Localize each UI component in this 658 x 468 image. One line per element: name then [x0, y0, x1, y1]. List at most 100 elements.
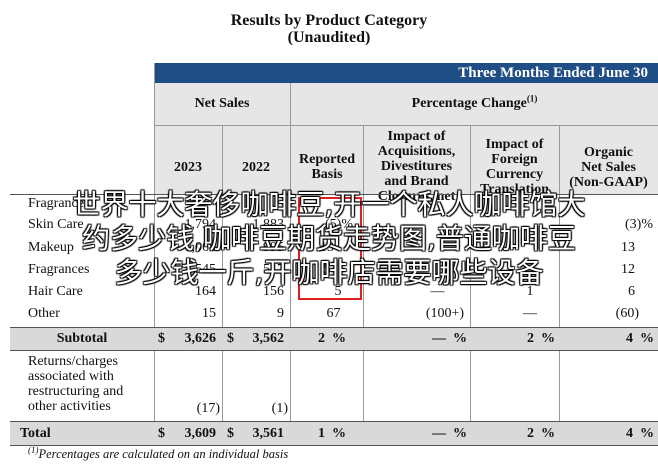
total-acquisitions: — %: [432, 426, 467, 442]
percent-sign: %: [640, 426, 654, 441]
subtotal-row: [10, 328, 658, 350]
header-divider: [154, 125, 658, 126]
value-fx: —: [523, 306, 537, 321]
total-top-line: [10, 421, 658, 422]
total-reported-value: 1: [318, 426, 325, 441]
year-2022-header: 2022: [242, 160, 270, 175]
returns-2023: (17): [196, 401, 220, 416]
acquisitions-header-line: Closures, net: [377, 189, 456, 204]
percent-sign: %: [332, 331, 346, 346]
fx-header-line: Translation: [480, 182, 549, 197]
report-title-line1: Results by Product Category: [230, 12, 428, 29]
percentage-change-header: Percentage Change(1): [291, 93, 658, 111]
subtotal-organic: 4 %: [626, 331, 654, 347]
total-currency-2023: $: [158, 426, 165, 441]
returns-2022: (1): [271, 401, 288, 416]
reported-header-line: Reported: [299, 152, 355, 167]
header-bottom-line: [10, 194, 658, 195]
total-fx-value: 2: [527, 426, 534, 441]
total-2023: 3,609: [184, 426, 217, 441]
value-2023: 1,068: [184, 240, 217, 255]
percent-sign: %: [332, 426, 346, 441]
value-2022: 517: [263, 262, 284, 277]
row-label: Skin Care: [28, 217, 84, 232]
value-organic: (3)%: [625, 217, 653, 232]
header-background: [154, 83, 658, 194]
column-divider: [290, 83, 291, 445]
net-sales-header: Net Sales: [194, 96, 250, 111]
value-reported: 67: [326, 306, 341, 321]
total-fx: 2 %: [527, 426, 555, 442]
total-row: [10, 422, 658, 445]
total-acquisitions-value: —: [432, 426, 446, 441]
column-divider: [559, 125, 560, 445]
value-acquisitions: —: [430, 284, 445, 299]
subtotal-organic-value: 4: [626, 331, 633, 346]
organic-header-line: Organic: [584, 145, 633, 160]
column-divider: [154, 63, 155, 445]
subtotal-reported-value: 2: [318, 331, 325, 346]
year-2023-header: 2023: [174, 160, 202, 175]
column-divider: [363, 125, 364, 445]
value-2023: 15: [202, 306, 216, 321]
value-reported: 13: [320, 240, 334, 255]
value-organic: 12: [621, 262, 635, 277]
value-organic: (60): [615, 306, 639, 321]
value-2023: 545: [195, 262, 216, 277]
overlay-line-1: 世界十大奢侈咖啡豆,开一个私人咖啡馆大: [72, 188, 586, 221]
value-reported: (5)%: [325, 217, 353, 232]
acquisitions-header-line: Acquisitions,: [377, 144, 456, 159]
overlay-line-2: 约多少钱,咖啡豆期货走势图,普通咖啡豆: [82, 222, 576, 255]
column-divider: [222, 125, 223, 445]
reported-header-line: Basis: [311, 167, 343, 182]
column-divider: [470, 125, 471, 445]
fx-header-line: Foreign: [491, 152, 538, 167]
overlay-line-3: 多少钱一斤,开咖啡店需要哪些设备: [114, 256, 544, 289]
value-2022: 1,883: [252, 217, 285, 232]
value-2022: 156: [263, 284, 284, 299]
subtotal-fx: 2 %: [527, 331, 555, 347]
row-label: Hair Care: [28, 284, 83, 299]
percentage-change-note: (1): [526, 93, 538, 104]
total-currency-2022: $: [227, 426, 234, 441]
percent-sign: %: [453, 331, 467, 346]
value-fx: 1: [526, 284, 534, 299]
row-label: Makeup: [28, 240, 74, 255]
total-bottom-line: [10, 445, 658, 446]
total-label: Total: [20, 426, 51, 441]
footnote: (1)Percentages are calculated on an indi…: [28, 444, 288, 462]
value-organic: 6: [628, 284, 635, 299]
subtotal-2022: 3,562: [252, 331, 285, 346]
acquisitions-header-line: Impact of: [387, 129, 446, 144]
subtotal-2023: 3,626: [184, 331, 217, 346]
subtotal-currency-2022: $: [227, 331, 234, 346]
returns-label-line: associated with: [28, 369, 114, 384]
highlight-box: [298, 197, 362, 300]
period-band: Three Months Ended June 30: [154, 63, 658, 83]
value-organic: 13: [621, 240, 635, 255]
organic-header-line: (Non-GAAP): [569, 175, 648, 190]
value-reported: 5: [334, 284, 342, 299]
report-title-line2: (Unaudited): [287, 29, 371, 46]
row-label: Other: [28, 306, 60, 321]
fx-header-line: Currency: [485, 167, 544, 182]
returns-label-line: other activities: [28, 399, 111, 414]
total-organic-value: 4: [626, 426, 633, 441]
acquisitions-header-line: and Brand: [384, 174, 449, 189]
percent-sign: %: [541, 331, 555, 346]
acquisitions-header-line: Divestitures: [380, 159, 453, 174]
subtotal-top-line: [10, 327, 658, 328]
total-organic: 4 %: [626, 426, 654, 442]
total-2022: 3,561: [252, 426, 285, 441]
fx-header-line: Impact of: [485, 137, 544, 152]
subtotal-currency-2023: $: [158, 331, 165, 346]
reported-basis-header: Reported Basis: [291, 152, 363, 182]
row-label: Fragrances: [28, 196, 90, 211]
percentage-change-label: Percentage Change: [411, 96, 527, 111]
value-reported: 5: [323, 262, 331, 277]
organic-header-line: Net Sales: [581, 160, 636, 175]
fx-header: Impact of Foreign Currency Translation: [470, 137, 559, 197]
total-reported: 1 %: [318, 426, 346, 442]
footnote-mark: (1): [28, 444, 39, 455]
returns-label: Returns/charges associated with restruct…: [28, 354, 123, 414]
